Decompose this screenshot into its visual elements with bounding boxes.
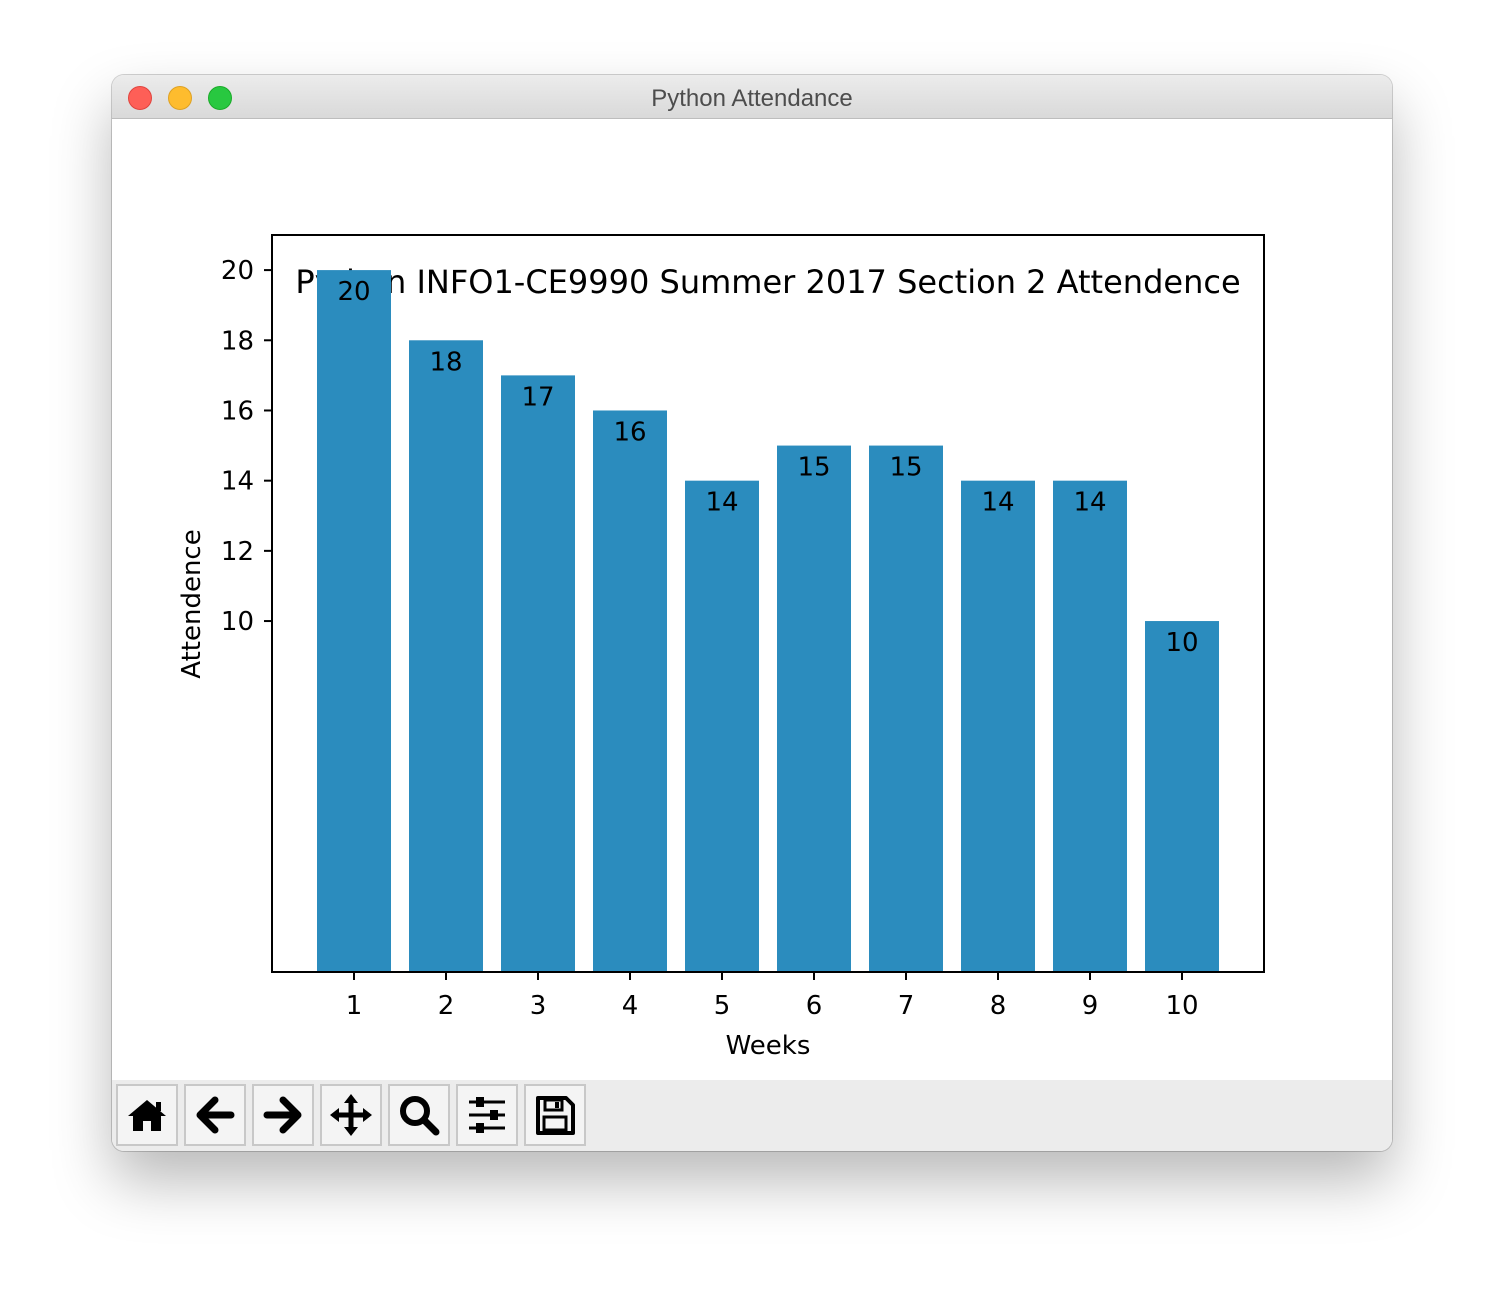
- y-axis-label: Attendence: [177, 529, 207, 678]
- bar-value-label: 18: [429, 347, 462, 377]
- home-icon: [128, 1100, 166, 1131]
- zoom-magnifier-icon: [400, 1096, 440, 1136]
- maximize-window-button[interactable]: [208, 86, 232, 110]
- x-tick-label: 4: [622, 991, 639, 1021]
- minimize-window-button[interactable]: [168, 86, 192, 110]
- configure-subplots-button[interactable]: [456, 1084, 518, 1146]
- x-axis-label: Weeks: [726, 1031, 811, 1061]
- app-window: Python Attendance Python INFO1-CE9990 Su…: [112, 75, 1392, 1151]
- back-button[interactable]: [184, 1084, 246, 1146]
- plot-frame: [271, 234, 1265, 973]
- bar-week-1: [317, 270, 391, 973]
- zoom-button[interactable]: [388, 1084, 450, 1146]
- bar-value-label: 16: [613, 417, 646, 447]
- x-tick-label: 5: [714, 991, 731, 1021]
- y-tick-label: 12: [221, 537, 254, 567]
- save-floppy-icon: [536, 1096, 575, 1135]
- bar-chart: Python INFO1-CE9990 Summer 2017 Section …: [177, 234, 1265, 1061]
- bar-week-4: [593, 410, 667, 972]
- bar-week-10: [1145, 621, 1219, 972]
- y-tick-label: 14: [221, 467, 254, 497]
- title-bar[interactable]: Python Attendance: [112, 75, 1392, 119]
- bar-value-label: 15: [797, 453, 830, 483]
- bar-value-label: 10: [1165, 628, 1198, 658]
- bar-value-label: 14: [1073, 488, 1106, 518]
- x-tick-label: 6: [806, 991, 823, 1021]
- bars-layer: [317, 270, 1219, 973]
- bar-value-label: 20: [337, 277, 370, 307]
- bar-week-3: [501, 375, 575, 972]
- y-tick-label: 10: [221, 607, 254, 637]
- bar-week-6: [777, 445, 851, 973]
- bar-week-7: [869, 445, 943, 973]
- save-button[interactable]: [524, 1084, 586, 1146]
- bar-value-label: 15: [889, 453, 922, 483]
- pan-button[interactable]: [320, 1084, 382, 1146]
- forward-button[interactable]: [252, 1084, 314, 1146]
- x-tick-label: 8: [990, 991, 1007, 1021]
- figure-canvas[interactable]: Python INFO1-CE9990 Summer 2017 Section …: [112, 119, 1392, 1080]
- bar-value-label: 14: [981, 488, 1014, 518]
- pan-move-icon: [330, 1094, 372, 1136]
- navigation-toolbar: [112, 1080, 1392, 1151]
- bar-value-label: 14: [705, 488, 738, 518]
- home-button[interactable]: [116, 1084, 178, 1146]
- x-tick-label: 7: [898, 991, 915, 1021]
- back-arrow-icon: [196, 1096, 235, 1134]
- sliders-icon: [469, 1097, 505, 1133]
- bar-week-9: [1053, 480, 1127, 972]
- x-axis: 1 2 3 4 5 6 7 8 9 10: [346, 972, 1199, 1021]
- x-tick-label: 3: [530, 991, 547, 1021]
- forward-arrow-icon: [263, 1096, 302, 1134]
- x-tick-label: 2: [438, 991, 455, 1021]
- bar-week-2: [409, 340, 483, 972]
- bar-week-8: [961, 480, 1035, 972]
- close-window-button[interactable]: [128, 86, 152, 110]
- bar-value-label: 17: [521, 382, 554, 412]
- bar-week-5: [685, 480, 759, 972]
- x-tick-label: 1: [346, 991, 363, 1021]
- x-tick-label: 10: [1165, 991, 1198, 1021]
- x-tick-label: 9: [1082, 991, 1099, 1021]
- y-axis: 10 12 14 16 18 20: [221, 256, 272, 637]
- y-tick-label: 18: [221, 326, 254, 356]
- y-tick-label: 16: [221, 396, 254, 426]
- y-tick-label: 20: [221, 256, 254, 286]
- data-labels-layer: 20 18 17 16 14 15 15 14 14 10: [337, 277, 1198, 658]
- window-title: Python Attendance: [651, 85, 853, 112]
- chart-title: Python INFO1-CE9990 Summer 2017 Section …: [295, 263, 1240, 301]
